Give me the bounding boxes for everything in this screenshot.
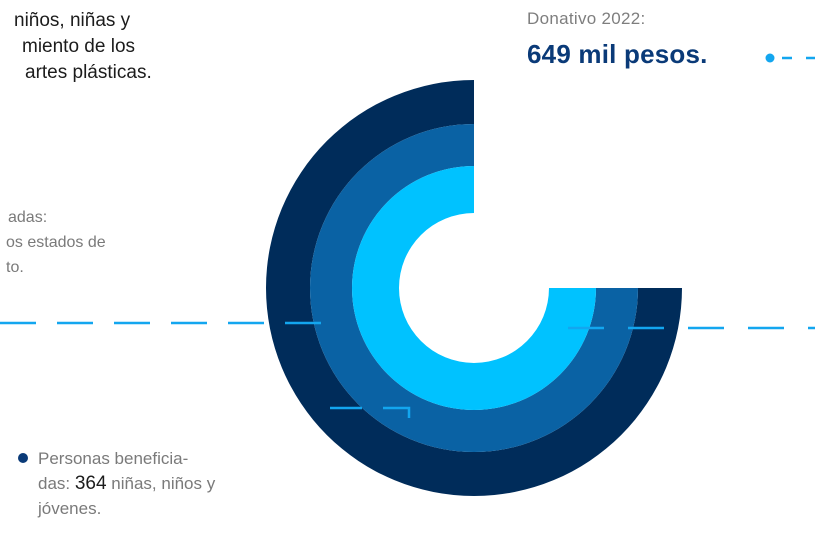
intro-line-3: artes plásticas. (25, 62, 152, 83)
dashed-line-bracket (330, 406, 411, 418)
ring-graphic (266, 80, 682, 496)
intro-line-1: niños, niñas y (14, 10, 131, 31)
states-line-2: os estados de (6, 234, 106, 251)
inner-ring (352, 166, 596, 410)
donation-label: Donativo 2022: (527, 9, 646, 28)
beneficiaries-line-3: jóvenes. (38, 499, 102, 518)
beneficiaries-text: Personas beneficia- das: 364 niñas, niño… (38, 446, 215, 521)
beneficiaries-bullet (18, 453, 28, 463)
beneficiaries-line-1: Personas beneficia- (38, 449, 189, 468)
states-text: adas: os estados de to. (0, 205, 106, 280)
donation-value: 649 mil pesos. (527, 39, 708, 69)
dashed-connectors (0, 56, 815, 418)
beneficiaries-count: 364 (74, 473, 107, 494)
beneficiaries-das: das: (38, 474, 75, 493)
beneficiaries-rest: niñas, niños y (106, 474, 216, 493)
intro-text: niños, niñas y miento de los artes plást… (0, 8, 168, 86)
states-line-1: adas: (8, 209, 48, 226)
beneficiaries-line-2: das: 364 niñas, niños y (38, 471, 215, 496)
states-line-3: to. (6, 259, 24, 276)
intro-line-2: miento de los (22, 36, 136, 57)
donation-bullet (765, 53, 775, 63)
